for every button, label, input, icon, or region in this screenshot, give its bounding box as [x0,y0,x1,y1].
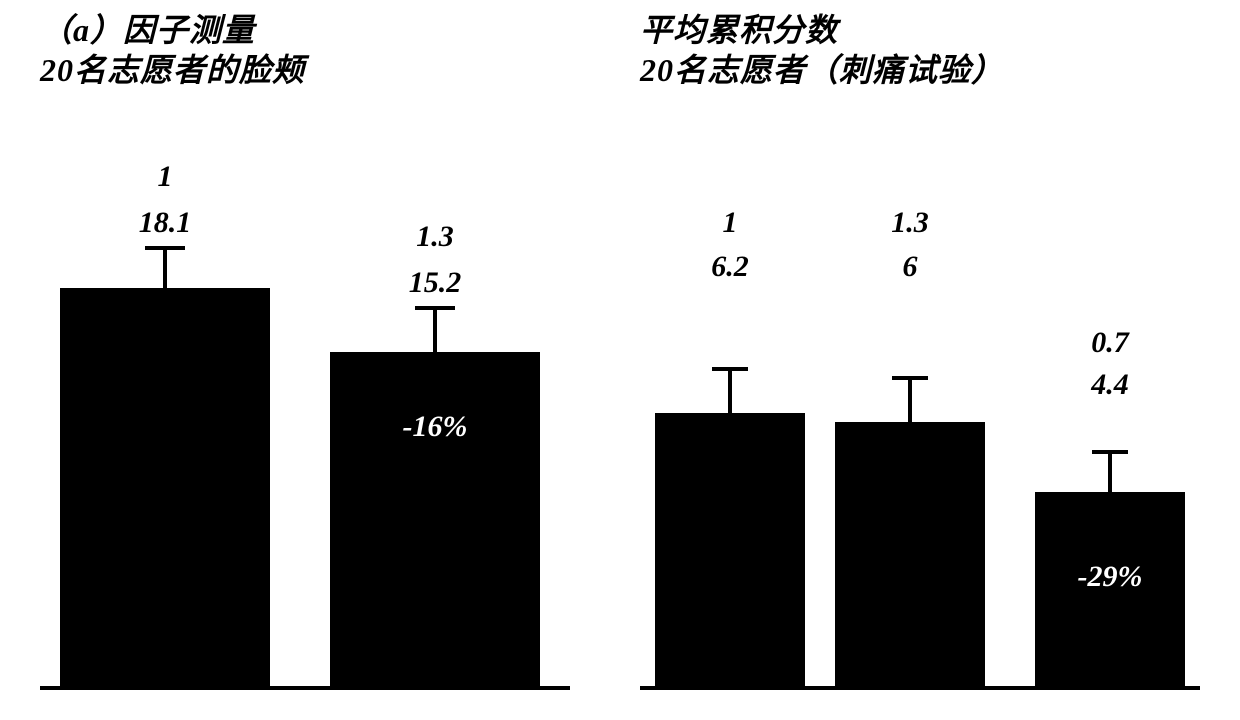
panel-a-bar-1: 18.1 1 [60,288,270,686]
panel-b: 平均累积分数 20名志愿者（刺痛试验） 6.2 1 6 1.3 [640,0,1200,720]
panel-a-bar-2-pct: -16% [335,410,535,444]
panel-b-bar-3: -29% 4.4 0.7 [1035,492,1185,686]
panel-b-bar-3-err [1108,452,1112,492]
panel-a-bar-2-value: 15.2 [335,266,535,300]
panel-b-title-line2: 20名志愿者（刺痛试验） [640,52,1004,88]
panel-a-bar-1-top: 1 [65,160,265,194]
panel-b-bar-1-cap [655,455,805,463]
panel-a-bar-2-err-top [415,306,455,310]
panel-b-bar-1-err [728,369,732,413]
panel-a: （a）因子测量 20名志愿者的脸颊 18.1 1 -16% 15.2 1.3 [40,0,600,720]
panel-b-bar-2-err-top [892,376,928,380]
panel-b-bar-1-top: 1 [630,206,830,240]
panel-a-bar-1-err-top [145,246,185,250]
panel-b-bar-1-err-top [712,367,748,371]
panel-b-x-axis [640,686,1200,690]
panel-b-bar-1-value: 6.2 [630,250,830,284]
panel-b-bar-1-rect [655,413,805,686]
panel-b-bar-2: 6 1.3 [835,422,985,686]
panel-a-bar-2: -16% 15.2 1.3 [330,352,540,686]
panel-b-title: 平均累积分数 20名志愿者（刺痛试验） [640,10,1004,90]
panel-b-bar-2-top: 1.3 [810,206,1010,240]
panel-b-bar-3-cap [1035,522,1185,530]
page: （a）因子测量 20名志愿者的脸颊 18.1 1 -16% 15.2 1.3 平… [0,0,1240,720]
panel-b-bar-2-rect [835,422,985,686]
panel-a-x-axis [40,686,570,690]
panel-b-bar-2-value: 6 [810,250,1010,284]
panel-b-bar-3-value: 4.4 [1010,368,1210,402]
panel-a-bar-1-rect [60,288,270,686]
panel-a-bar-1-value: 18.1 [65,206,265,240]
panel-a-bar-2-top: 1.3 [335,220,535,254]
panel-a-bar-1-err [163,248,167,288]
panel-a-bar-2-rect: -16% [330,352,540,686]
panel-b-bar-3-pct: -29% [1010,560,1210,594]
panel-b-bar-2-cap [835,464,985,472]
panel-a-bar-2-err [433,308,437,352]
panel-b-bar-2-err [908,378,912,422]
panel-b-bar-1: 6.2 1 [655,413,805,686]
panel-b-title-line1: 平均累积分数 [640,12,838,48]
panel-a-title-line2: 20名志愿者的脸颊 [40,52,305,88]
panel-a-title: （a）因子测量 20名志愿者的脸颊 [40,10,305,90]
panel-b-bar-3-rect: -29% [1035,492,1185,686]
panel-a-bar-1-cap [60,306,270,314]
panel-a-bar-2-cap [330,370,540,378]
panel-a-title-line1: （a）因子测量 [40,12,255,48]
panel-b-bar-3-top: 0.7 [1010,326,1210,360]
panel-b-bar-3-err-top [1092,450,1128,454]
